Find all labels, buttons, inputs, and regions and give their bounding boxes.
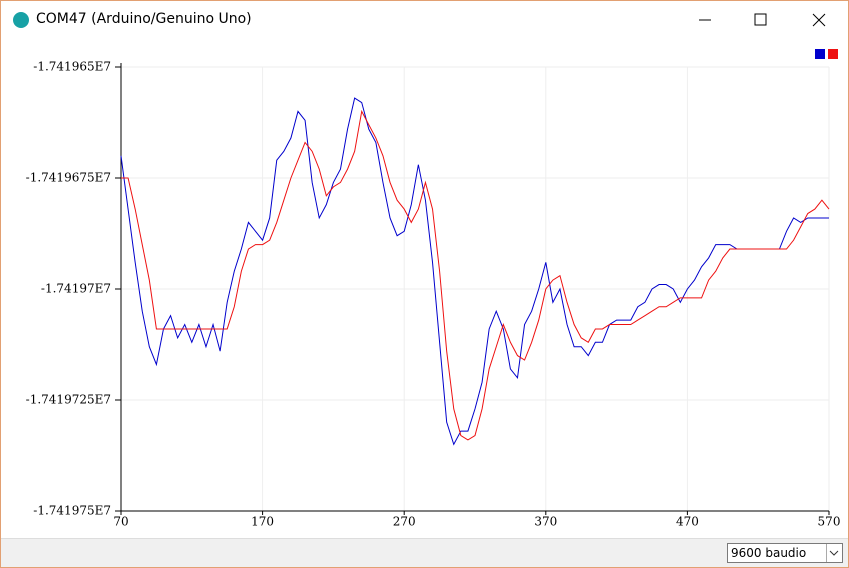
dropdown-arrow <box>826 544 839 562</box>
maximize-button[interactable] <box>754 13 767 26</box>
window-controls <box>699 13 826 27</box>
title-bar: COM47 (Arduino/Genuino Uno) <box>1 1 848 39</box>
plot: -1.741965E7 -1.7419675E7 -1.74197E7 -1.7419… <box>26 49 841 529</box>
x-tick-label: 470 <box>676 515 699 529</box>
status-bar: 9600 baudio <box>1 538 848 567</box>
y-tick-label: -1.7419675E7 <box>26 171 111 185</box>
y-tick-label: -1.741965E7 <box>33 60 111 74</box>
legend-swatch <box>828 49 838 59</box>
baud-select[interactable]: 9600 baudio <box>727 543 843 563</box>
baud-label: 9600 baudio <box>731 546 807 560</box>
x-tick-label: 370 <box>534 515 557 529</box>
legend-swatch <box>815 49 825 59</box>
series-line <box>120 97 829 446</box>
app-icon <box>13 12 29 28</box>
y-tick-label: -1.741975E7 <box>33 504 111 518</box>
x-tick-label: 270 <box>393 515 416 529</box>
x-tick-label: 170 <box>251 515 274 529</box>
x-tick-label: 70 <box>113 515 128 529</box>
y-tick-label: -1.74197E7 <box>41 282 111 296</box>
close-button[interactable] <box>812 13 826 27</box>
x-tick-label: 570 <box>818 515 841 529</box>
y-tick-label: -1.7419725E7 <box>26 393 111 407</box>
series-line <box>121 109 830 441</box>
window-title: COM47 (Arduino/Genuino Uno) <box>36 11 252 27</box>
